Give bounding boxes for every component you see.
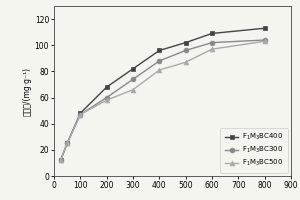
F$_1$M$_3$BC300	[79, 113, 82, 116]
Y-axis label: 吸附量/(mg·g⁻¹): 吸附量/(mg·g⁻¹)	[23, 66, 32, 116]
F$_1$M$_3$BC400	[79, 112, 82, 114]
F$_1$M$_3$BC400	[184, 41, 188, 44]
F$_1$M$_3$BC500	[79, 113, 82, 116]
F$_1$M$_3$BC500	[210, 48, 214, 50]
F$_1$M$_3$BC500	[158, 69, 161, 71]
Line: F$_1$M$_3$BC300: F$_1$M$_3$BC300	[58, 38, 267, 163]
F$_1$M$_3$BC300	[263, 39, 266, 41]
Line: F$_1$M$_3$BC500: F$_1$M$_3$BC500	[58, 39, 267, 163]
Legend: F$_1$M$_3$BC400, F$_1$M$_3$BC300, F$_1$M$_3$BC500: F$_1$M$_3$BC400, F$_1$M$_3$BC300, F$_1$M…	[220, 128, 287, 173]
F$_1$M$_3$BC400	[131, 68, 135, 70]
F$_1$M$_3$BC400	[65, 142, 69, 145]
F$_1$M$_3$BC300	[65, 142, 69, 145]
F$_1$M$_3$BC400	[158, 49, 161, 52]
F$_1$M$_3$BC500	[131, 88, 135, 91]
F$_1$M$_3$BC400	[105, 86, 109, 88]
F$_1$M$_3$BC300	[158, 60, 161, 62]
F$_1$M$_3$BC400	[263, 27, 266, 29]
F$_1$M$_3$BC300	[105, 96, 109, 99]
F$_1$M$_3$BC300	[131, 78, 135, 80]
F$_1$M$_3$BC300	[59, 159, 62, 162]
F$_1$M$_3$BC500	[105, 99, 109, 101]
Line: F$_1$M$_3$BC400: F$_1$M$_3$BC400	[58, 26, 267, 163]
F$_1$M$_3$BC300	[184, 49, 188, 52]
F$_1$M$_3$BC500	[263, 40, 266, 43]
F$_1$M$_3$BC400	[59, 159, 62, 162]
F$_1$M$_3$BC300	[210, 41, 214, 44]
F$_1$M$_3$BC400	[210, 32, 214, 35]
F$_1$M$_3$BC500	[184, 61, 188, 63]
F$_1$M$_3$BC500	[65, 142, 69, 145]
F$_1$M$_3$BC500	[59, 159, 62, 162]
